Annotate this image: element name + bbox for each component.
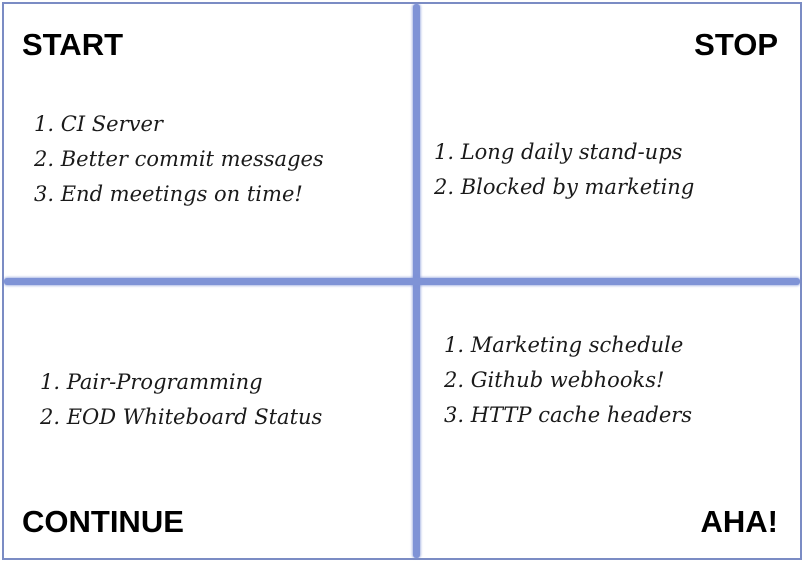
horizontal-divider <box>4 278 800 285</box>
list-item: 2. Github webhooks! <box>444 368 665 392</box>
list-item: 3. End meetings on time! <box>34 182 303 206</box>
list-item: 2. Blocked by marketing <box>434 175 695 199</box>
list-item: 1. Pair-Programming <box>40 370 263 394</box>
list-item: 3. HTTP cache headers <box>444 403 693 427</box>
start-list: 1. CI Server 2. Better commit messages 3… <box>34 107 324 212</box>
stop-heading: STOP <box>694 27 778 62</box>
continue-heading: CONTINUE <box>22 504 184 539</box>
aha-list: 1. Marketing schedule 2. Github webhooks… <box>444 328 692 433</box>
list-item: 2. Better commit messages <box>34 147 324 171</box>
list-item: 1. Long daily stand-ups <box>434 140 683 164</box>
list-item: 1. CI Server <box>34 112 163 136</box>
stop-list: 1. Long daily stand-ups 2. Blocked by ma… <box>434 135 694 205</box>
start-heading: START <box>22 27 124 62</box>
aha-heading: AHA! <box>700 504 779 539</box>
continue-list: 1. Pair-Programming 2. EOD Whiteboard St… <box>40 365 322 435</box>
list-item: 2. EOD Whiteboard Status <box>40 405 323 429</box>
list-item: 1. Marketing schedule <box>444 333 684 357</box>
